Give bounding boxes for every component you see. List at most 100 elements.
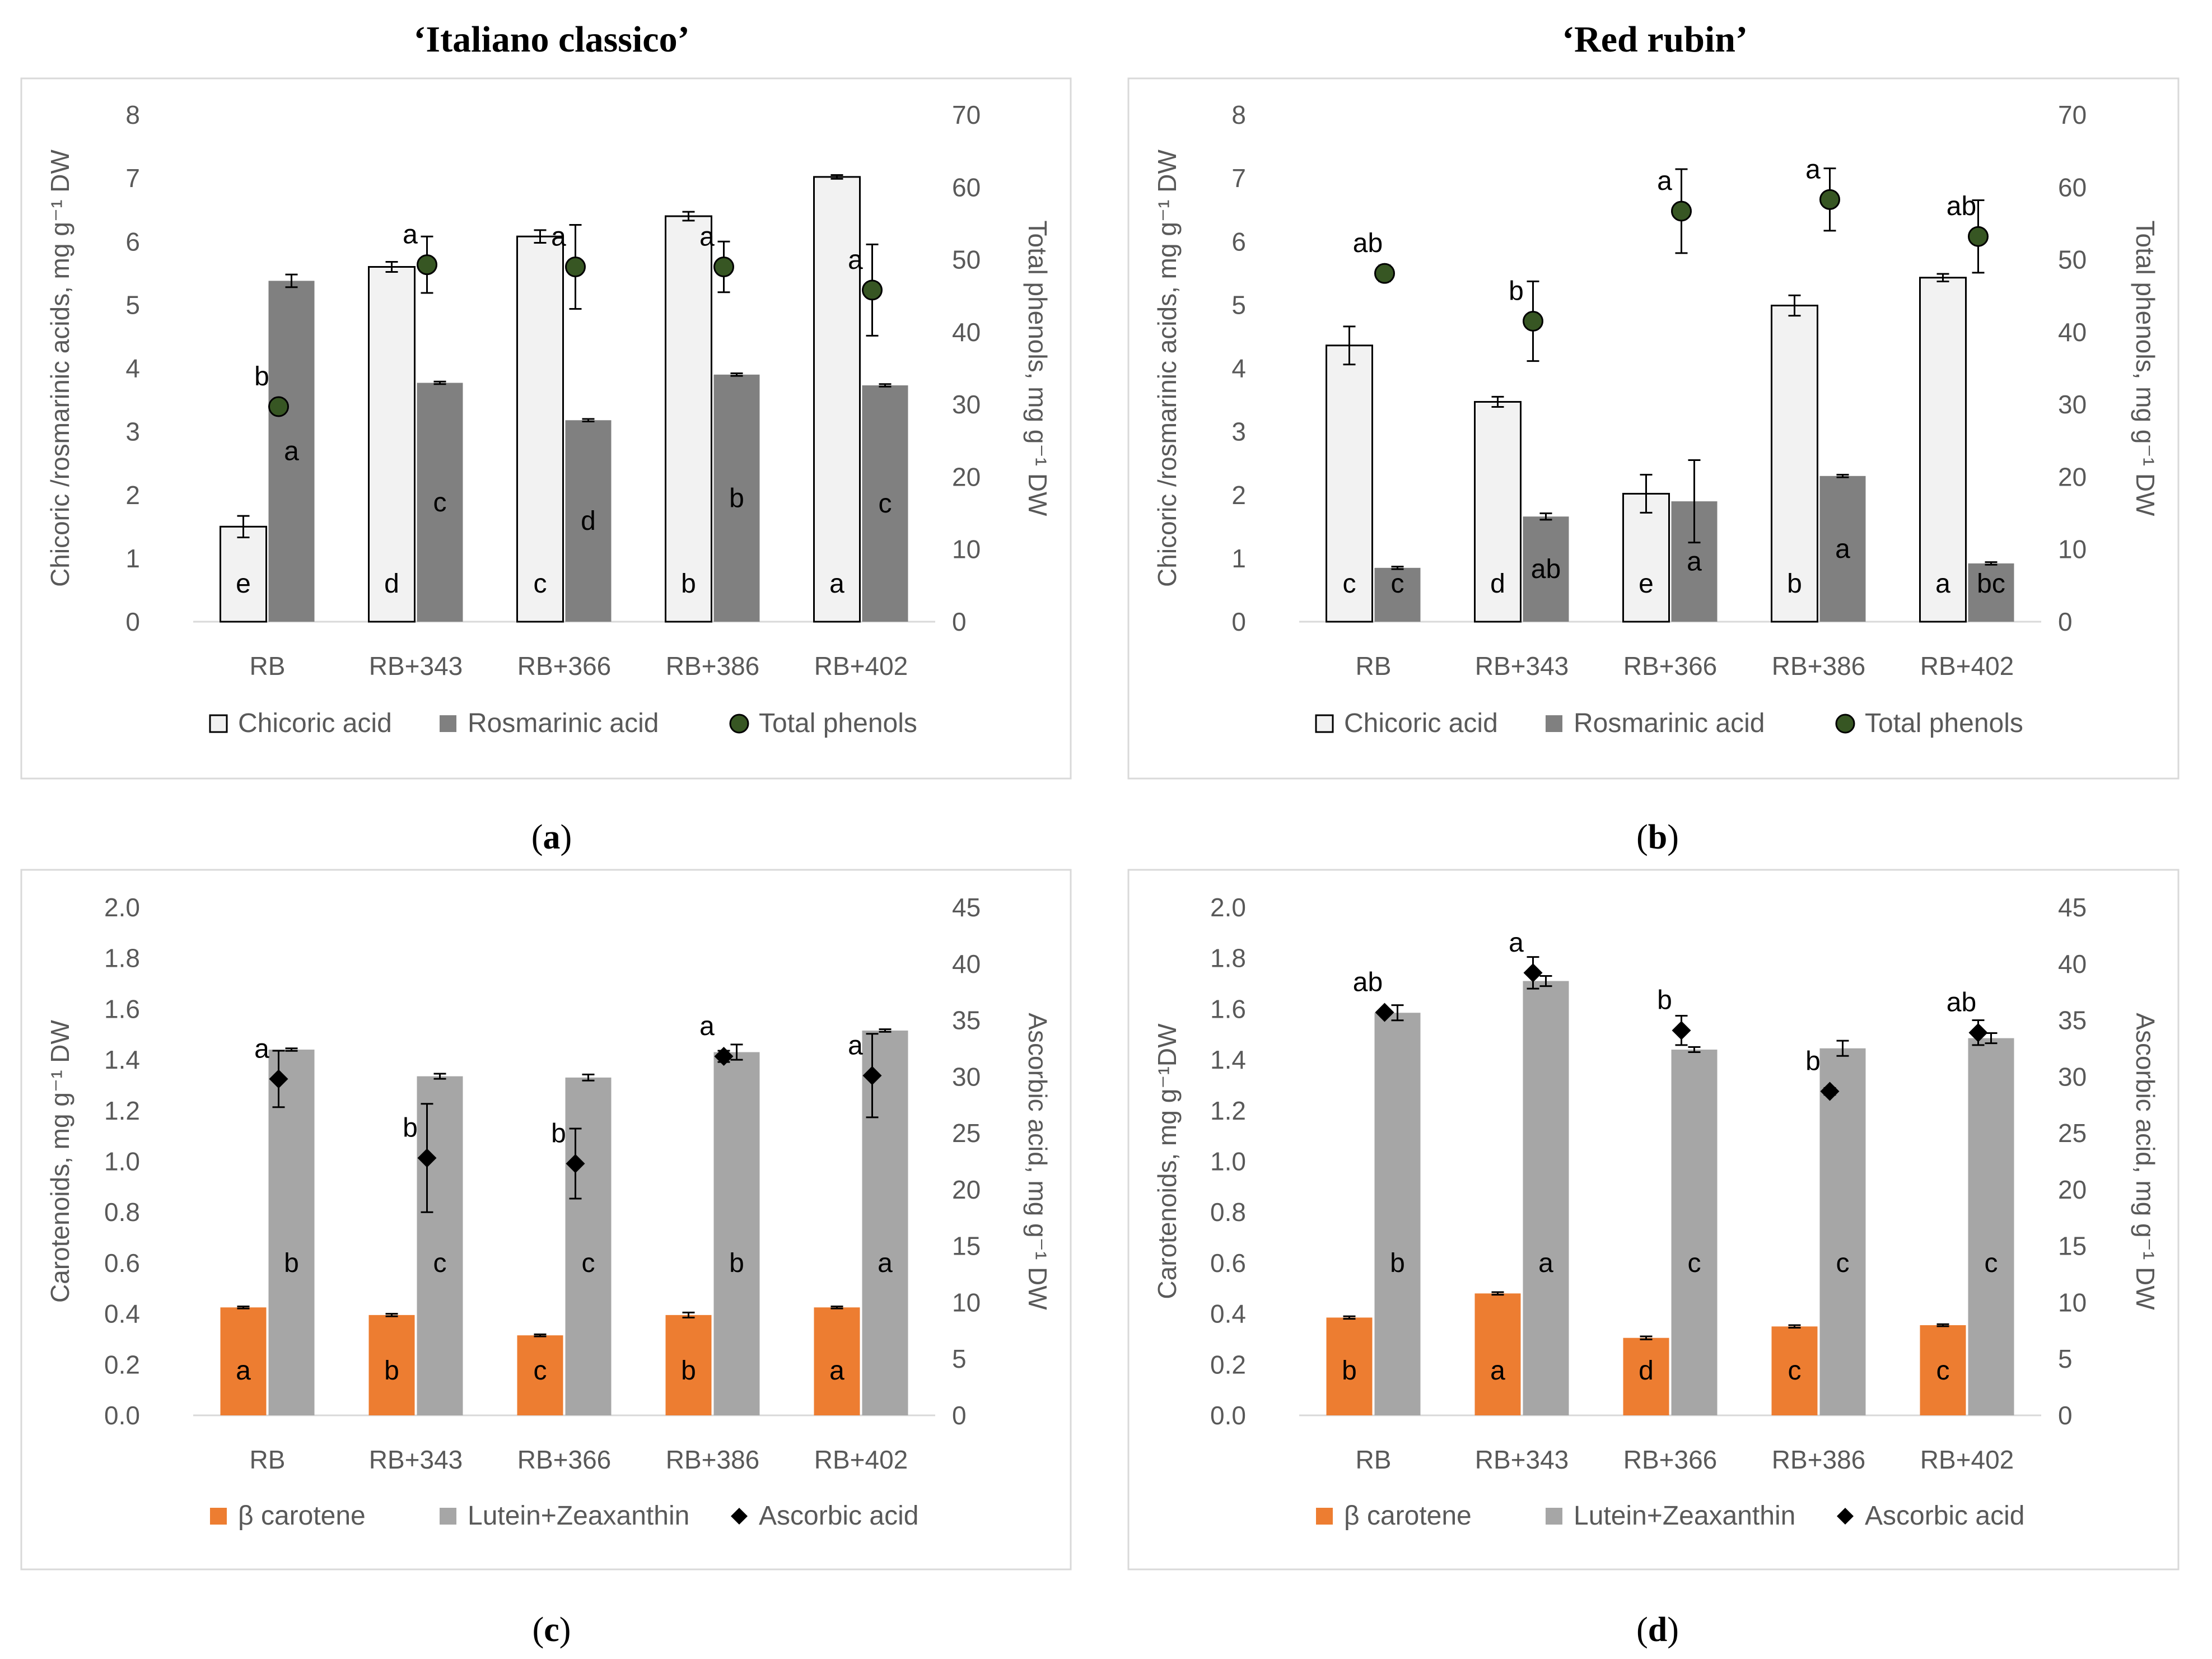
bar-letter: a [829, 1356, 844, 1386]
bar-chicoric [813, 176, 861, 623]
y2-tick-label: 30 [2058, 1062, 2087, 1091]
y2-tick-label: 5 [952, 1344, 967, 1373]
bar-letter: b [1390, 1248, 1405, 1278]
bar-letter: c [433, 1248, 447, 1278]
bar-beta [368, 1315, 415, 1415]
x-tick-label: RB [250, 1445, 286, 1474]
bar-lutein [268, 1049, 315, 1415]
marker-total-phenols [1968, 226, 1989, 247]
bar-beta [1474, 1293, 1521, 1415]
y2-axis-title: Ascorbic acid, mg g⁻¹ DW [1023, 1013, 1052, 1310]
x-tick-label: RB+366 [517, 651, 612, 681]
bar-lutein [1523, 981, 1569, 1415]
bar-letter: d [1490, 569, 1505, 599]
legend-label: Rosmarinic acid [468, 709, 659, 738]
caption-d: (d) [1636, 1611, 1679, 1649]
y2-tick-label: 20 [952, 1175, 981, 1204]
bar-letter: d [581, 506, 596, 536]
legend-swatch-chicoric [1315, 714, 1334, 733]
bar-letter: b [284, 1248, 299, 1278]
legend-label: Ascorbic acid [759, 1501, 918, 1531]
bar-chicoric [516, 235, 564, 623]
y2-axis-title: Total phenols, mg g⁻¹ DW [1023, 221, 1052, 517]
y-tick-label: 1.6 [1210, 994, 1246, 1023]
marker-letter: a [848, 245, 863, 275]
marker-ascorbic-acid [862, 1066, 882, 1085]
y2-tick-label: 15 [2058, 1232, 2087, 1261]
marker-letter: b [403, 1113, 418, 1143]
marker-ascorbic-acid [714, 1047, 734, 1066]
bar-lutein [417, 1076, 463, 1415]
y-tick-label: 1.8 [104, 944, 140, 973]
marker-total-phenols [268, 396, 289, 417]
marker-total-phenols [1523, 310, 1543, 332]
caption-b: (b) [1636, 818, 1679, 856]
bar-beta [814, 1307, 860, 1415]
bar-rosmarinic [565, 420, 612, 622]
bar-letter: bc [1977, 569, 2005, 599]
y-tick-label: 1 [125, 544, 140, 573]
bar-letter: c [433, 488, 447, 518]
marker-ascorbic-acid [1968, 1023, 1988, 1042]
y-tick-label: 0.8 [104, 1197, 140, 1227]
legend-label: Lutein+Zeaxanthin [1574, 1501, 1795, 1531]
marker-letter: a [699, 222, 715, 252]
y2-tick-label: 10 [952, 535, 981, 564]
bar-chicoric [1622, 492, 1670, 623]
bar-letter: e [236, 569, 251, 599]
x-tick-label: RB+402 [1920, 651, 2014, 681]
y2-tick-label: 20 [2058, 1175, 2087, 1204]
y-tick-label: 2 [1231, 481, 1246, 510]
legend-label: β carotene [1344, 1501, 1472, 1531]
bar-lutein [1671, 1049, 1718, 1415]
bar-rosmarinic [713, 374, 760, 622]
y2-tick-label: 10 [2058, 535, 2087, 564]
bar-letter: a [878, 1248, 893, 1278]
bar-rosmarinic [417, 383, 463, 622]
y-tick-label: 0.6 [104, 1248, 140, 1278]
bar-chicoric [1326, 344, 1373, 623]
y-tick-label: 8 [125, 100, 140, 129]
x-tick-label: RB+343 [369, 1445, 463, 1474]
bar-rosmarinic [1523, 516, 1569, 622]
y2-tick-label: 5 [2058, 1344, 2073, 1373]
legend-swatch-phenols [1835, 714, 1855, 734]
bar-letter: c [534, 569, 547, 599]
marker-ascorbic-acid [1820, 1082, 1840, 1101]
bar-letter: b [729, 1248, 744, 1278]
marker-letter: a [1509, 928, 1524, 958]
bar-chicoric [220, 525, 267, 623]
bar-chicoric [368, 266, 416, 623]
y2-tick-label: 40 [2058, 318, 2087, 347]
bar-letter: c [1391, 569, 1404, 599]
legend-swatch-rosmarinic [1546, 715, 1562, 732]
legend-swatch-chicoric [209, 714, 228, 733]
x-tick-label: RB+366 [517, 1445, 612, 1474]
marker-total-phenols [417, 254, 437, 276]
x-tick-label: RB+402 [814, 651, 908, 681]
bar-rosmarinic [1968, 563, 2014, 622]
bar-letter: a [1935, 569, 1950, 599]
bar-rosmarinic [1819, 476, 1866, 622]
bar-letter: c [582, 1248, 595, 1278]
y-tick-label: 7 [125, 164, 140, 193]
bar-letter: a [1538, 1248, 1553, 1278]
bar-beta [1771, 1326, 1818, 1415]
marker-letter: ab [1947, 988, 1976, 1018]
marker-letter: a [551, 222, 566, 252]
bar-letter: b [729, 483, 744, 513]
y2-tick-label: 0 [952, 1401, 967, 1430]
bar-letter: b [1342, 1356, 1357, 1386]
y-tick-label: 0 [125, 607, 140, 636]
legend-label: Rosmarinic acid [1574, 709, 1765, 738]
marker-letter: a [403, 220, 418, 250]
bar-beta [1326, 1317, 1373, 1415]
caption-a: (a) [531, 818, 572, 856]
y-tick-label: 2.0 [104, 893, 140, 922]
y2-tick-label: 45 [2058, 893, 2087, 922]
y2-tick-label: 40 [952, 949, 981, 978]
bar-letter: b [384, 1356, 399, 1386]
y2-tick-label: 10 [952, 1288, 981, 1317]
bar-chicoric [1474, 400, 1522, 623]
